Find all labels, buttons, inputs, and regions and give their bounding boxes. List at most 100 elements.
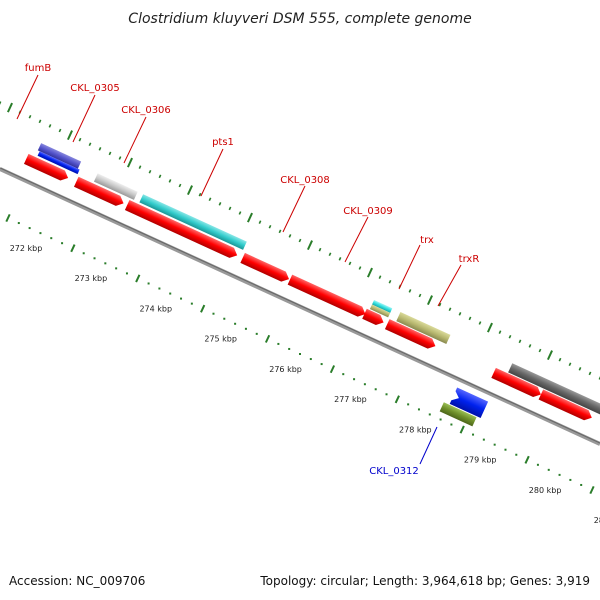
- scale-minor-tick: [569, 478, 572, 481]
- cds-ckl0305[interactable]: [23, 153, 70, 183]
- outer-minor-tick: [388, 279, 392, 284]
- gene-features: [23, 143, 600, 427]
- scale-minor-tick: [428, 413, 431, 416]
- outer-major-tick: [486, 322, 493, 333]
- gene-ckl0306-feature[interactable]: [93, 173, 138, 200]
- outer-minor-tick: [328, 252, 332, 257]
- scale-minor-tick: [417, 408, 420, 411]
- scale-minor-tick: [547, 468, 550, 471]
- outer-tick-track: [0, 101, 600, 380]
- gene-trx-feature-a[interactable]: [372, 299, 393, 313]
- scale-tick-label: 273 kbp: [75, 274, 108, 283]
- scale-tick-label: 279 kbp: [464, 456, 497, 465]
- scale-tick-label: 274 kbp: [139, 304, 172, 313]
- gene-right-grey-feature[interactable]: [508, 363, 600, 417]
- scale-major-tick: [329, 365, 336, 374]
- scale-minor-tick: [125, 272, 128, 275]
- outer-minor-tick: [138, 165, 142, 169]
- outer-minor-tick: [378, 275, 382, 279]
- cds-right-1[interactable]: [491, 367, 543, 400]
- outer-minor-tick: [468, 316, 472, 321]
- outer-minor-tick: [48, 124, 52, 128]
- scale-minor-tick: [580, 483, 583, 486]
- gene-labels: fumB CKL_0305 CKL_0306 pts1 CKL_0308 CKL…: [25, 63, 480, 477]
- scale-minor-tick: [115, 267, 118, 270]
- scale-tick-label: 280 kbp: [529, 486, 562, 495]
- gene-label-fumB[interactable]: fumB: [25, 63, 52, 74]
- cds-trxR[interactable]: [384, 319, 438, 351]
- gene-label-ckl0309[interactable]: CKL_0309: [343, 206, 393, 217]
- outer-minor-tick: [108, 151, 112, 156]
- scale-minor-tick: [309, 358, 312, 361]
- outer-minor-tick: [78, 137, 82, 142]
- outer-minor-tick: [408, 289, 412, 293]
- cds-trx[interactable]: [362, 308, 386, 328]
- outer-minor-tick: [528, 344, 532, 348]
- cds-pts1[interactable]: [124, 200, 240, 260]
- scale-minor-tick: [374, 388, 377, 391]
- cds-right-2[interactable]: [538, 389, 594, 422]
- outer-minor-tick: [198, 192, 202, 197]
- scale-major-tick: [200, 304, 206, 313]
- scale-major-tick: [264, 334, 271, 343]
- outer-minor-tick: [258, 220, 262, 224]
- scale-major-tick: [589, 485, 595, 495]
- outer-minor-tick: [228, 206, 232, 211]
- scale-minor-tick: [255, 332, 258, 335]
- outer-minor-tick: [88, 142, 92, 147]
- gene-label-ckl0306[interactable]: CKL_0306: [121, 105, 171, 116]
- gene-label-pts1[interactable]: pts1: [212, 137, 234, 148]
- scale-minor-tick: [288, 347, 291, 350]
- scale-minor-tick: [39, 232, 42, 235]
- cds-ckl0308[interactable]: [240, 252, 291, 284]
- outer-minor-tick: [568, 362, 572, 367]
- gene-ckl0305-feature-a[interactable]: [37, 143, 82, 169]
- gene-ckl0312-feature[interactable]: [439, 402, 477, 427]
- accession-text: Accession: NC_009706: [9, 574, 145, 588]
- gene-trx-feature-b[interactable]: [369, 304, 391, 318]
- gene-label-trx[interactable]: trx: [420, 235, 434, 246]
- scale-tick-label: 275 kbp: [204, 335, 237, 344]
- gene-pts1-feature[interactable]: [139, 194, 247, 250]
- scale-minor-tick: [61, 242, 64, 245]
- scale-minor-tick: [558, 473, 561, 476]
- scale-minor-tick: [320, 363, 323, 366]
- outer-minor-tick: [38, 119, 42, 124]
- scale-tick-label: 281 kbp: [594, 516, 600, 525]
- scale-tick-label: 277 kbp: [334, 395, 367, 404]
- gene-trxR-feature[interactable]: [396, 312, 451, 345]
- gene-label-ckl0312[interactable]: CKL_0312: [369, 466, 419, 477]
- gene-label-ckl0305[interactable]: CKL_0305: [70, 83, 120, 94]
- scale-minor-tick: [353, 378, 356, 381]
- scale-tick-label: 276 kbp: [269, 365, 302, 374]
- outer-minor-tick: [148, 169, 152, 174]
- scale-minor-tick: [158, 287, 161, 290]
- outer-minor-tick: [0, 101, 2, 105]
- scale-minor-tick: [50, 237, 53, 240]
- scale-major-tick: [70, 244, 76, 253]
- scale-minor-tick: [147, 282, 150, 285]
- outer-minor-tick: [518, 339, 522, 344]
- outer-minor-tick: [558, 357, 562, 362]
- cds-ckl0312-reverse[interactable]: [449, 387, 489, 419]
- outer-minor-tick: [218, 202, 222, 206]
- scale-minor-tick: [180, 297, 183, 300]
- gene-ckl0305-feature-b[interactable]: [37, 151, 80, 175]
- callout-lines: [16, 74, 462, 465]
- genome-summary-text: Topology: circular; Length: 3,964,618 bp…: [259, 574, 590, 588]
- outer-minor-tick: [348, 261, 352, 266]
- gene-label-trxR[interactable]: trxR: [459, 254, 480, 265]
- scale-minor-tick: [190, 302, 193, 305]
- scale-minor-tick: [342, 373, 345, 376]
- scale-minor-tick: [482, 438, 485, 441]
- outer-minor-tick: [298, 238, 302, 243]
- outer-minor-tick: [498, 330, 502, 334]
- scale-minor-tick: [493, 443, 496, 446]
- outer-minor-tick: [98, 147, 102, 151]
- outer-minor-tick: [538, 348, 542, 353]
- map-title: Clostridium kluyveri DSM 555, complete g…: [128, 11, 471, 27]
- cds-ckl0309[interactable]: [287, 274, 368, 320]
- gene-label-ckl0308[interactable]: CKL_0308: [280, 175, 330, 186]
- cds-ckl0306[interactable]: [73, 176, 126, 209]
- scale-minor-tick: [244, 327, 247, 330]
